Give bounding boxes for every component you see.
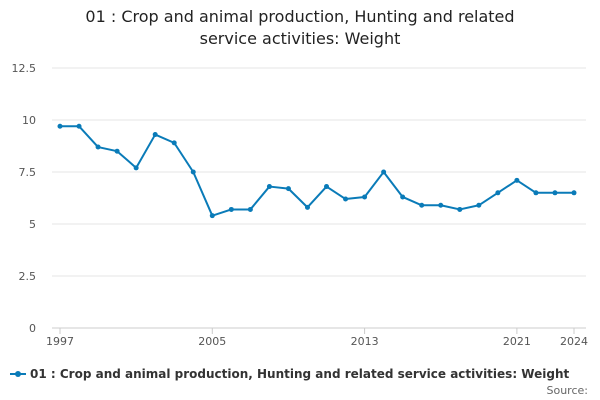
data-point[interactable]	[381, 169, 387, 175]
source-label: Source:	[546, 384, 589, 397]
series-layer	[57, 123, 577, 219]
data-point[interactable]	[266, 184, 272, 190]
data-point[interactable]	[247, 206, 253, 212]
data-point[interactable]	[476, 202, 482, 208]
y-tick-label: 5	[29, 218, 36, 231]
y-axis-labels: 0 2.5 5 7.5 10 12.5	[12, 62, 37, 335]
data-point[interactable]	[114, 148, 120, 154]
x-tick-label: 2005	[198, 335, 226, 348]
y-tick-label: 10	[22, 114, 36, 127]
x-axis	[52, 327, 586, 334]
data-point[interactable]	[190, 169, 196, 175]
data-point[interactable]	[95, 144, 101, 150]
chart-title-line-1: 01 : Crop and animal production, Hunting…	[85, 7, 515, 26]
x-tick-label: 2013	[351, 335, 379, 348]
y-tick-label: 0	[29, 322, 36, 335]
series-line	[59, 125, 575, 217]
data-point[interactable]	[133, 165, 139, 171]
data-point[interactable]	[495, 190, 501, 196]
y-tick-label: 7.5	[19, 166, 37, 179]
data-point[interactable]	[343, 196, 349, 202]
data-point[interactable]	[57, 123, 63, 129]
y-tick-label: 2.5	[19, 270, 37, 283]
x-axis-labels: 1997 2005 2013 2021 2024	[46, 335, 588, 348]
grid-layer	[52, 67, 586, 277]
data-point[interactable]	[400, 194, 406, 200]
data-point[interactable]	[285, 186, 291, 192]
data-point[interactable]	[228, 206, 234, 212]
data-point[interactable]	[152, 132, 158, 138]
legend[interactable]: 01 : Crop and animal production, Hunting…	[10, 365, 569, 383]
data-point[interactable]	[533, 190, 539, 196]
data-point[interactable]	[362, 194, 368, 200]
x-tick-label: 2024	[560, 335, 588, 348]
x-tick-label: 1997	[46, 335, 74, 348]
data-point[interactable]	[209, 213, 215, 219]
legend-label: 01 : Crop and animal production, Hunting…	[30, 367, 570, 381]
data-point[interactable]	[571, 190, 577, 196]
data-point[interactable]	[171, 140, 177, 146]
chart-title: 01 : Crop and animal production, Hunting…	[0, 6, 600, 50]
x-tick-label: 2021	[503, 335, 531, 348]
data-point[interactable]	[552, 190, 558, 196]
data-point[interactable]	[76, 123, 82, 129]
data-point[interactable]	[304, 204, 310, 210]
y-tick-label: 12.5	[12, 62, 37, 75]
data-point[interactable]	[514, 177, 520, 183]
data-point[interactable]	[324, 184, 330, 190]
chart-title-line-2: service activities: Weight	[199, 29, 401, 48]
data-point[interactable]	[457, 206, 463, 212]
data-point[interactable]	[438, 202, 444, 208]
legend-line-marker-icon	[10, 369, 26, 379]
data-point[interactable]	[419, 202, 425, 208]
